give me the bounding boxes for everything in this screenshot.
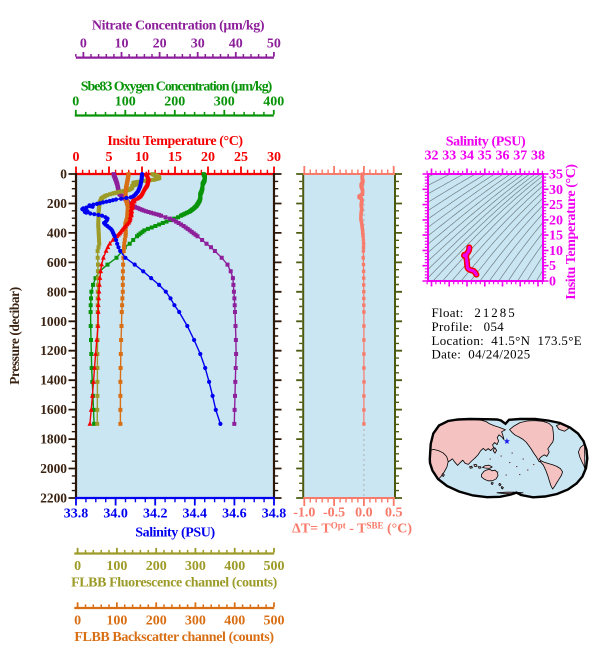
svg-text:Salinity (PSU): Salinity (PSU) [135, 525, 215, 540]
svg-text:40: 40 [229, 36, 243, 51]
svg-text:Sbe83 Oxygen Concentration (µm: Sbe83 Oxygen Concentration (µm/kg) [81, 79, 273, 94]
svg-text:200: 200 [146, 614, 167, 629]
svg-text:35: 35 [478, 149, 492, 164]
svg-text:20: 20 [153, 36, 167, 51]
svg-text:-1.0: -1.0 [293, 506, 315, 521]
svg-text:38: 38 [531, 149, 545, 164]
svg-text:500: 500 [264, 559, 285, 574]
svg-text:Salinity (PSU): Salinity (PSU) [446, 135, 526, 150]
svg-text:0: 0 [74, 614, 81, 629]
svg-text:Nitrate Concentration (µm/kg): Nitrate Concentration (µm/kg) [92, 19, 265, 34]
svg-text:20: 20 [549, 213, 563, 228]
svg-text:FLBB Backscatter channel (coun: FLBB Backscatter channel (counts) [74, 630, 274, 645]
svg-text:1400: 1400 [40, 373, 67, 388]
svg-text:100: 100 [106, 559, 127, 574]
svg-text:500: 500 [264, 614, 285, 629]
svg-text:33: 33 [442, 149, 456, 164]
svg-text:50: 50 [267, 36, 281, 51]
svg-text:1200: 1200 [40, 343, 67, 358]
svg-text:Float: 21285: Float: 21285 [432, 306, 517, 320]
svg-text:200: 200 [146, 559, 167, 574]
svg-text:34: 34 [460, 149, 474, 164]
svg-text:400: 400 [224, 559, 245, 574]
svg-text:200: 200 [164, 95, 185, 110]
svg-text:600: 600 [47, 255, 67, 270]
svg-text:2200: 2200 [40, 491, 67, 506]
svg-text:300: 300 [185, 559, 206, 574]
svg-text:0: 0 [549, 275, 556, 290]
svg-text:34.2: 34.2 [143, 507, 168, 522]
svg-text:34.0: 34.0 [103, 507, 128, 522]
svg-text:1800: 1800 [40, 432, 67, 447]
svg-text:Pressure (decibar): Pressure (decibar) [7, 287, 22, 385]
svg-text:1000: 1000 [40, 314, 67, 329]
svg-text:200: 200 [47, 196, 67, 211]
svg-text:33.8: 33.8 [64, 507, 89, 522]
svg-text:400: 400 [263, 95, 284, 110]
svg-text:34.6: 34.6 [222, 507, 247, 522]
svg-text:0: 0 [60, 167, 67, 182]
svg-text:0: 0 [73, 150, 80, 165]
svg-text:5: 5 [549, 259, 556, 274]
svg-text:0.0: 0.0 [355, 506, 373, 521]
svg-text:-0.5: -0.5 [323, 506, 345, 521]
svg-text:15: 15 [549, 229, 563, 244]
svg-text:300: 300 [185, 614, 206, 629]
svg-text:2000: 2000 [40, 461, 67, 476]
svg-text:300: 300 [214, 95, 235, 110]
svg-text:25: 25 [234, 150, 248, 165]
svg-text:25: 25 [549, 198, 563, 213]
svg-text:100: 100 [115, 95, 136, 110]
svg-text:ΔT= TOpt - TSBE (°C): ΔT= TOpt - TSBE (°C) [292, 521, 412, 537]
svg-text:800: 800 [47, 284, 67, 299]
svg-text:Location: 41.5°N 173.5°E: Location: 41.5°N 173.5°E [432, 334, 582, 348]
svg-text:34.8: 34.8 [262, 507, 287, 522]
svg-text:Date: 04/24/2025: Date: 04/24/2025 [432, 348, 531, 362]
svg-text:0: 0 [72, 95, 79, 110]
svg-text:10: 10 [135, 150, 149, 165]
svg-text:10: 10 [115, 36, 129, 51]
svg-text:10: 10 [549, 244, 563, 259]
svg-text:30: 30 [267, 150, 281, 165]
svg-text:35: 35 [549, 168, 563, 183]
svg-text:FLBB Fluorescence channel (cou: FLBB Fluorescence channel (counts) [71, 576, 278, 591]
svg-text:20: 20 [201, 150, 215, 165]
svg-text:30: 30 [191, 36, 205, 51]
svg-text:32: 32 [425, 149, 439, 164]
svg-text:5: 5 [106, 150, 113, 165]
svg-text:30: 30 [549, 183, 563, 198]
svg-text:36: 36 [496, 149, 510, 164]
svg-text:Profile: 054: Profile: 054 [432, 320, 505, 334]
svg-text:1600: 1600 [40, 402, 67, 417]
svg-text:15: 15 [168, 150, 182, 165]
svg-text:0: 0 [74, 559, 81, 574]
svg-text:Insitu Temperature (°C): Insitu Temperature (°C) [107, 134, 243, 149]
svg-text:400: 400 [47, 225, 67, 240]
svg-text:100: 100 [106, 614, 127, 629]
svg-text:37: 37 [513, 149, 527, 164]
svg-text:0: 0 [80, 36, 87, 51]
svg-text:0.5: 0.5 [385, 506, 403, 521]
svg-text:34.4: 34.4 [183, 507, 208, 522]
svg-text:Insitu Temperature (°C): Insitu Temperature (°C) [564, 164, 579, 300]
svg-text:400: 400 [224, 614, 245, 629]
